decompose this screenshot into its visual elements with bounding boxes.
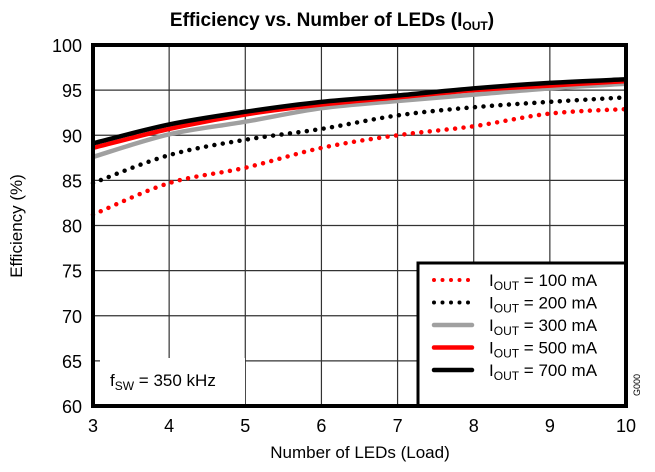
- legend-label: IOUT = 200 mA: [489, 294, 598, 316]
- x-tick-label: 5: [240, 416, 250, 436]
- y-tick-labels: 60 65 70 75 80 85 90 95 100: [52, 36, 82, 417]
- x-tick-label: 6: [316, 416, 326, 436]
- y-axis-label: Efficiency (%): [7, 174, 26, 278]
- y-tick-label: 65: [62, 352, 82, 372]
- y-tick-label: 85: [62, 171, 82, 191]
- series-group: [90, 77, 629, 217]
- x-tick-label: 4: [164, 416, 174, 436]
- legend-label: IOUT = 100 mA: [489, 271, 598, 293]
- legend-label: IOUT = 300 mA: [489, 316, 598, 338]
- y-tick-label: 75: [62, 262, 82, 282]
- x-axis-label: Number of LEDs (Load): [270, 443, 450, 462]
- chart-title-subscript: OUT: [462, 19, 488, 33]
- plot-frame: [91, 43, 628, 408]
- x-tick-label: 9: [545, 416, 555, 436]
- y-tick-label: 95: [62, 81, 82, 101]
- y-tick-label: 90: [62, 126, 82, 146]
- y-tick-label: 80: [62, 217, 82, 237]
- x-tick-label: 10: [616, 416, 636, 436]
- x-tick-label: 3: [88, 416, 98, 436]
- x-tick-labels: 3 4 5 6 7 8 9 10: [88, 416, 636, 436]
- series-line-2: [90, 95, 629, 186]
- series-line-5: [92, 77, 627, 146]
- chart-title: Efficiency vs. Number of LEDs (IOUT): [170, 10, 494, 33]
- legend-label: IOUT = 700 mA: [489, 361, 598, 383]
- legend-label: IOUT = 500 mA: [489, 339, 598, 361]
- y-tick-label: 70: [62, 307, 82, 327]
- x-tick-label: 7: [393, 416, 403, 436]
- series-line-3: [92, 81, 627, 160]
- y-tick-label: 60: [62, 397, 82, 417]
- fsw-annotation: fSW = 350 kHz: [110, 371, 216, 393]
- figure-id: G000: [632, 374, 642, 396]
- annotation-background: [100, 358, 245, 404]
- y-tick-label: 100: [52, 36, 82, 56]
- series-line-1: [90, 106, 629, 217]
- x-tick-label: 8: [469, 416, 479, 436]
